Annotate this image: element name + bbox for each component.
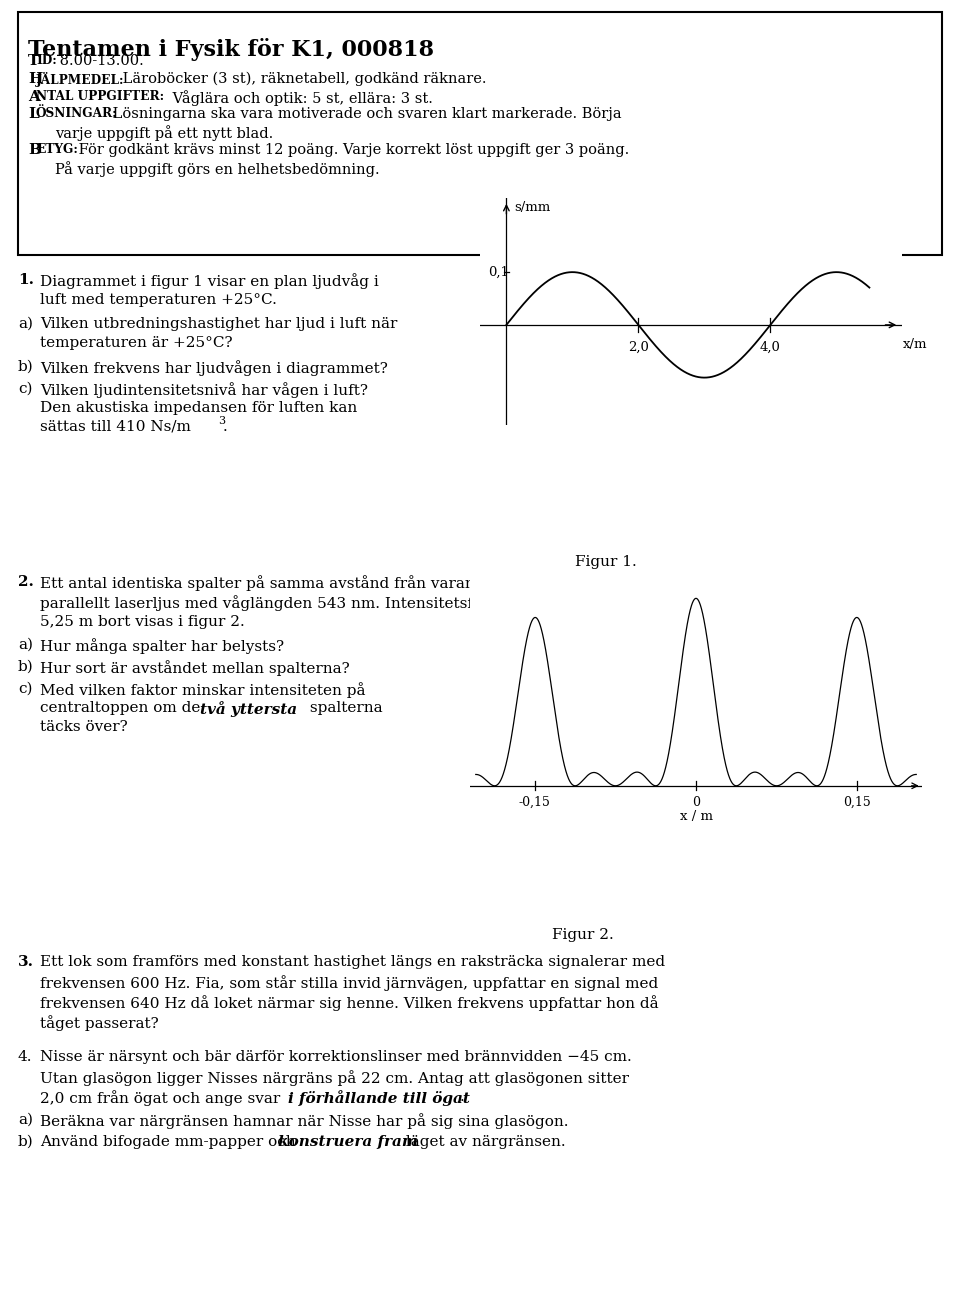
Text: Hur sort är avståndet mellan spalterna?: Hur sort är avståndet mellan spalterna? — [40, 660, 349, 677]
Text: .: . — [223, 420, 228, 434]
Text: Nisse är närsynt och bär därför korrektionslinser med brännvidden −45 cm.: Nisse är närsynt och bär därför korrekti… — [40, 1050, 632, 1064]
Text: Använd bifogade mm-papper och: Använd bifogade mm-papper och — [40, 1135, 300, 1150]
Text: Vilken frekvens har ljudvågen i diagrammet?: Vilken frekvens har ljudvågen i diagramm… — [40, 360, 388, 376]
Text: 4.: 4. — [18, 1050, 33, 1064]
Text: B: B — [28, 143, 41, 157]
Text: x/m: x/m — [902, 338, 927, 351]
Text: s/mm: s/mm — [515, 201, 551, 214]
Bar — [18, 12, 942, 255]
Text: frekvensen 600 Hz. Fia, som står stilla invid järnvägen, uppfattar en signal med: frekvensen 600 Hz. Fia, som står stilla … — [40, 975, 659, 991]
Text: Figur 1.: Figur 1. — [575, 555, 636, 569]
Text: Vilken utbredningshastighet har ljud i luft när: Vilken utbredningshastighet har ljud i l… — [40, 318, 397, 330]
Text: Hur många spalter har belysts?: Hur många spalter har belysts? — [40, 638, 284, 654]
Text: T: T — [28, 54, 39, 67]
Text: För godkänt krävs minst 12 poäng. Varje korrekt löst uppgift ger 3 poäng.: För godkänt krävs minst 12 poäng. Varje … — [74, 143, 629, 157]
Text: c): c) — [18, 682, 33, 696]
Text: .: . — [460, 1090, 465, 1104]
Text: x / m: x / m — [680, 810, 712, 823]
Text: c): c) — [18, 382, 33, 397]
Text: H: H — [28, 73, 42, 86]
Text: Ett antal identiska spalter på samma avstånd från varandra belyses med: Ett antal identiska spalter på samma avs… — [40, 575, 601, 591]
Text: b): b) — [18, 660, 34, 674]
Text: temperaturen är +25°C?: temperaturen är +25°C? — [40, 336, 232, 350]
Text: ÖSNINGAR:: ÖSNINGAR: — [36, 108, 118, 121]
Text: 3: 3 — [218, 416, 226, 426]
Text: Ett lok som framförs med konstant hastighet längs en raksträcka signalerar med: Ett lok som framförs med konstant hastig… — [40, 955, 665, 969]
Text: 5,25 m bort visas i figur 2.: 5,25 m bort visas i figur 2. — [40, 616, 245, 629]
Text: 2,0 cm från ögat och ange svar: 2,0 cm från ögat och ange svar — [40, 1090, 285, 1105]
Text: täcks över?: täcks över? — [40, 721, 128, 734]
Text: JÄLPMEDEL:: JÄLPMEDEL: — [36, 73, 125, 87]
Text: Lösningarna ska vara motiverade och svaren klart markerade. Börja: Lösningarna ska vara motiverade och svar… — [108, 108, 622, 121]
Text: a): a) — [18, 318, 33, 330]
Text: A: A — [28, 89, 40, 104]
Text: På varje uppgift görs en helhetsbedömning.: På varje uppgift görs en helhetsbedömnin… — [55, 161, 379, 176]
Text: 3.: 3. — [18, 955, 34, 969]
Text: Utan glasögon ligger Nisses närgräns på 22 cm. Antag att glasögonen sitter: Utan glasögon ligger Nisses närgräns på … — [40, 1070, 629, 1086]
Text: Beräkna var närgränsen hamnar när Nisse har på sig sina glasögon.: Beräkna var närgränsen hamnar när Nisse … — [40, 1113, 568, 1129]
Text: spalterna: spalterna — [305, 701, 383, 715]
Text: L: L — [28, 108, 38, 121]
Text: Tentamen i Fysik för K1, 000818: Tentamen i Fysik för K1, 000818 — [28, 38, 434, 61]
Text: 1.: 1. — [18, 273, 34, 286]
Text: centraltoppen om de: centraltoppen om de — [40, 701, 205, 715]
Text: läget av närgränsen.: läget av närgränsen. — [401, 1135, 565, 1150]
Text: 2.: 2. — [18, 575, 34, 588]
Text: sättas till 410 Ns/m: sättas till 410 Ns/m — [40, 420, 191, 434]
Text: 2,0: 2,0 — [628, 341, 649, 354]
Text: 0,1: 0,1 — [488, 266, 509, 279]
Text: a): a) — [18, 1113, 33, 1128]
Text: konstruera fram: konstruera fram — [278, 1135, 418, 1150]
Text: b): b) — [18, 360, 34, 375]
Text: 0: 0 — [692, 796, 700, 809]
Text: Den akustiska impedansen för luften kan: Den akustiska impedansen för luften kan — [40, 400, 357, 415]
Text: NTAL UPPGIFTER:: NTAL UPPGIFTER: — [36, 89, 164, 102]
Text: i förhållande till ögat: i förhållande till ögat — [288, 1090, 469, 1105]
Text: b): b) — [18, 1135, 34, 1150]
Text: varje uppgift på ett nytt blad.: varje uppgift på ett nytt blad. — [55, 124, 274, 141]
Text: parallellt laserljus med våglängden 543 nm. Intensitetsfördelningen på en skärm: parallellt laserljus med våglängden 543 … — [40, 595, 666, 610]
Text: Figur 2.: Figur 2. — [552, 928, 613, 942]
Text: a): a) — [18, 638, 33, 652]
Text: Våglära och optik: 5 st, ellära: 3 st.: Våglära och optik: 5 st, ellära: 3 st. — [168, 89, 433, 106]
Text: 0,15: 0,15 — [843, 796, 871, 809]
Text: -0,15: -0,15 — [519, 796, 551, 809]
Text: två yttersta: två yttersta — [200, 701, 298, 717]
Text: 8.00-13.00.: 8.00-13.00. — [55, 54, 144, 67]
Text: luft med temperaturen +25°C.: luft med temperaturen +25°C. — [40, 293, 276, 307]
Text: ID:: ID: — [36, 54, 57, 67]
Text: tåget passerat?: tåget passerat? — [40, 1015, 158, 1030]
Text: Vilken ljudintensitetsnivå har vågen i luft?: Vilken ljudintensitetsnivå har vågen i l… — [40, 382, 368, 398]
Text: Diagrammet i figur 1 visar en plan ljudvåg i: Diagrammet i figur 1 visar en plan ljudv… — [40, 273, 379, 289]
Text: ETYG:: ETYG: — [36, 143, 78, 156]
Text: 4,0: 4,0 — [760, 341, 780, 354]
Text: frekvensen 640 Hz då loket närmar sig henne. Vilken frekvens uppfattar hon då: frekvensen 640 Hz då loket närmar sig he… — [40, 995, 659, 1011]
Text: Läroböcker (3 st), räknetabell, godkänd räknare.: Läroböcker (3 st), räknetabell, godkänd … — [118, 73, 487, 87]
Text: Med vilken faktor minskar intensiteten på: Med vilken faktor minskar intensiteten p… — [40, 682, 366, 697]
